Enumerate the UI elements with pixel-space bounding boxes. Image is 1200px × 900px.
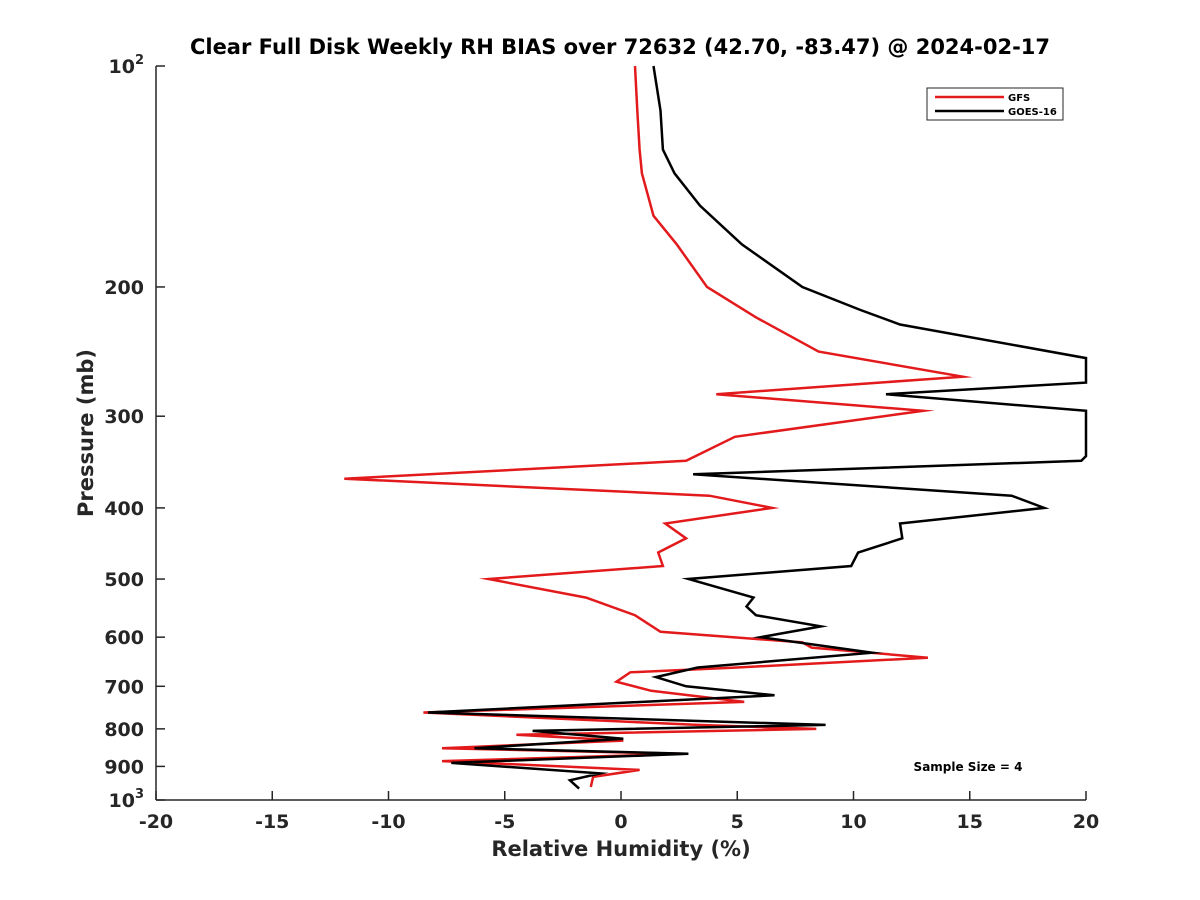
x-tick-label: -20 <box>139 811 173 833</box>
y-tick-label: 600 <box>104 627 144 649</box>
y-axis-label: Pressure (mb) <box>74 349 98 517</box>
y-tick-label: 400 <box>104 498 144 520</box>
legend: GFS GOES-16 <box>926 87 1064 121</box>
y-tick-label: 103 <box>109 787 145 812</box>
y-tick-label-base: 10 <box>109 56 135 78</box>
y-tick-label: 500 <box>104 569 144 591</box>
legend-label-goes16: GOES-16 <box>1008 107 1057 118</box>
y-tick-label: 200 <box>104 277 144 299</box>
y-tick-label-exponent: 2 <box>135 53 144 68</box>
series-layer <box>344 65 1088 790</box>
x-tick-label: 10 <box>840 811 866 833</box>
x-tick-label: 0 <box>614 811 627 833</box>
y-tick-label: 800 <box>104 719 144 741</box>
x-ticks: -20 -15 -10 -5 0 5 10 15 20 <box>139 791 1099 833</box>
x-tick-label: 5 <box>731 811 744 833</box>
x-tick-label: 20 <box>1073 811 1099 833</box>
sample-size-annotation: Sample Size = 4 <box>914 760 1023 774</box>
x-tick-label: -5 <box>494 811 515 833</box>
y-tick-label: 102 <box>109 53 145 78</box>
x-tick-label: 15 <box>957 811 983 833</box>
legend-label-gfs: GFS <box>1008 93 1030 104</box>
y-tick-label-base: 10 <box>109 790 135 812</box>
x-tick-label: -10 <box>371 811 405 833</box>
y-tick-label: 900 <box>104 756 144 778</box>
series-line-gfs <box>344 65 974 788</box>
y-tick-label: 300 <box>104 406 144 428</box>
x-axis-label: Relative Humidity (%) <box>491 837 750 861</box>
legend-box <box>926 87 1064 121</box>
series-line-goes16 <box>427 65 1088 790</box>
chart-title: Clear Full Disk Weekly RH BIAS over 7263… <box>190 35 1050 59</box>
plot-area: -20 -15 -10 -5 0 5 10 15 20 10220030040050060070… <box>104 53 1099 833</box>
x-tick-label: -15 <box>255 811 289 833</box>
y-tick-label-exponent: 3 <box>135 787 144 802</box>
y-tick-label: 700 <box>104 676 144 698</box>
